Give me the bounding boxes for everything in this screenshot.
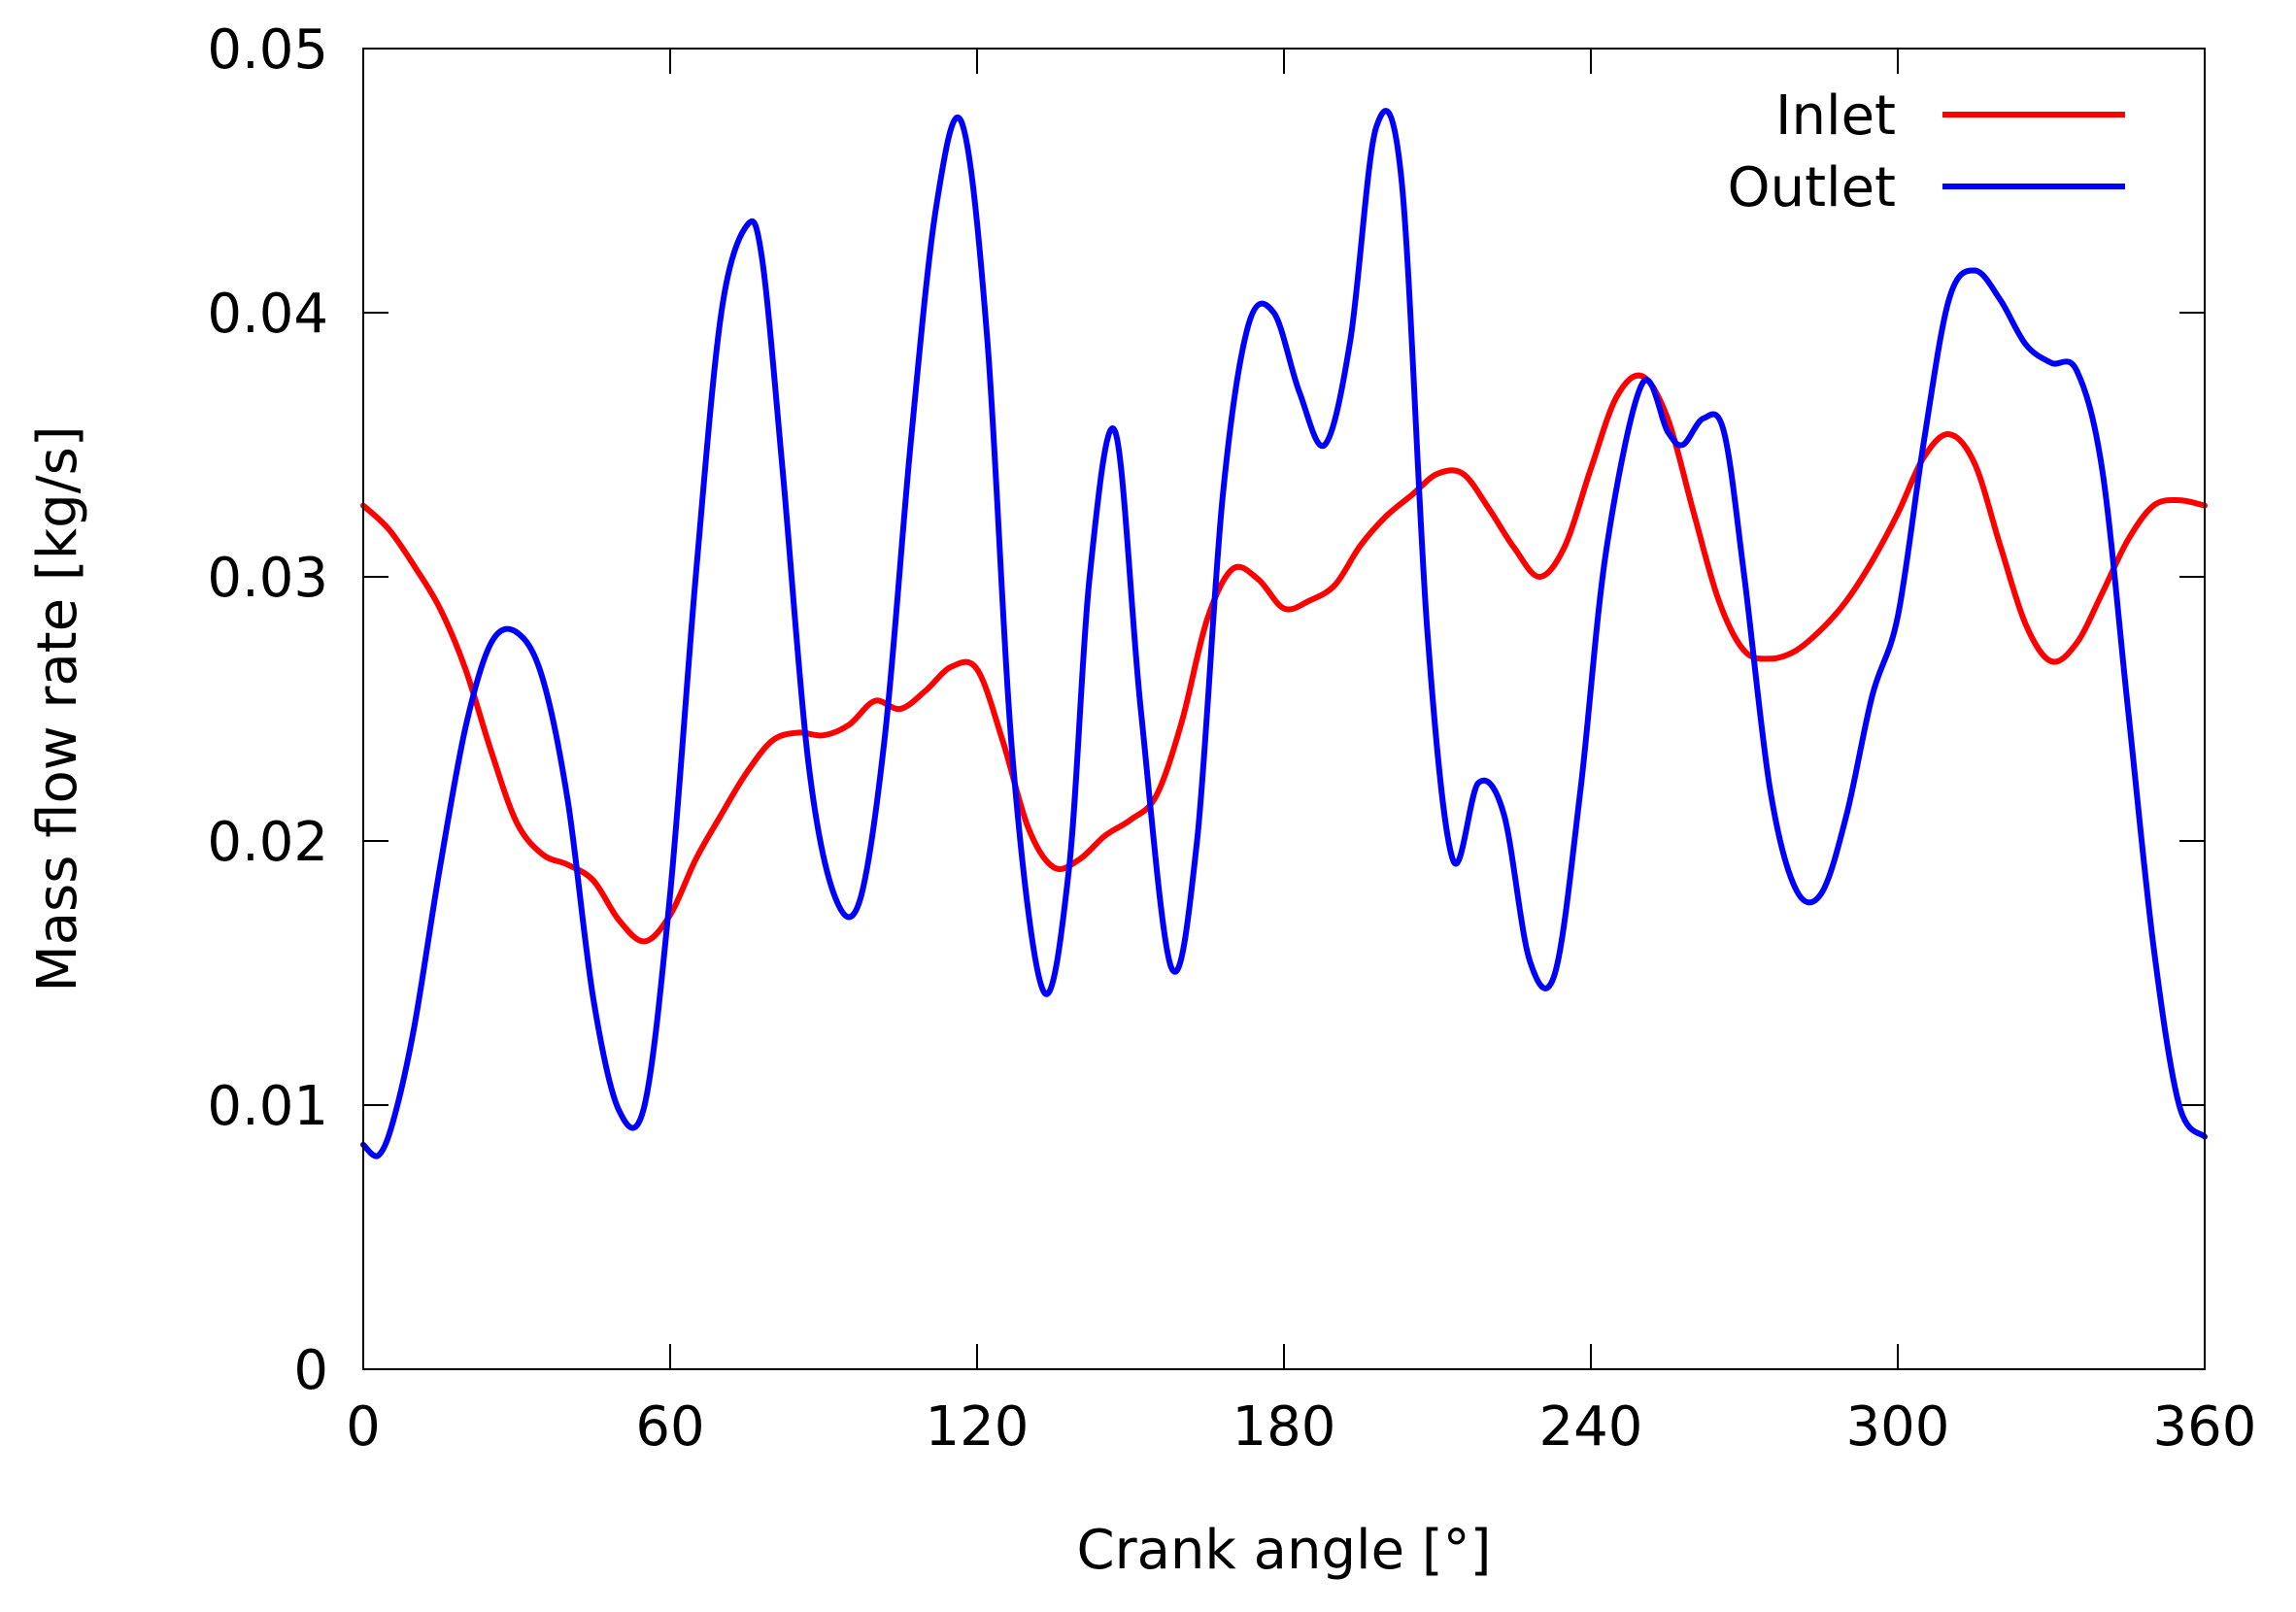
x-tick-label: 300 <box>1846 1395 1950 1459</box>
legend-label-outlet: Outlet <box>1728 156 1897 219</box>
x-tick-label: 60 <box>635 1395 704 1459</box>
series-lines <box>360 108 2208 1159</box>
y-tick-labels: 0 0.01 0.02 0.03 0.04 0.05 <box>207 18 328 1402</box>
outlet-series-line <box>360 108 2208 1159</box>
x-tick-label: 360 <box>2153 1395 2257 1459</box>
y-tick-label: 0.04 <box>207 283 328 346</box>
y-tick-label: 0.02 <box>207 811 328 874</box>
legend-label-inlet: Inlet <box>1775 84 1896 148</box>
legend: Inlet Outlet <box>1728 84 2125 219</box>
x-tick-label: 0 <box>346 1395 381 1459</box>
x-tick-label: 120 <box>926 1395 1030 1459</box>
y-tick-label: 0.01 <box>207 1075 328 1138</box>
y-tick-label: 0 <box>293 1339 328 1402</box>
y-tick-label: 0.03 <box>207 547 328 610</box>
x-tick-label: 180 <box>1232 1395 1336 1459</box>
x-tick-labels: 0 60 120 180 240 300 360 <box>346 1395 2256 1459</box>
y-tick-label: 0.05 <box>207 18 328 82</box>
plot-frame <box>362 48 2206 1370</box>
x-axis-title: Crank angle [°] <box>1076 1519 1491 1582</box>
y-axis-title: Mass flow rate [kg/s] <box>26 425 89 991</box>
x-tick-label: 240 <box>1539 1395 1643 1459</box>
